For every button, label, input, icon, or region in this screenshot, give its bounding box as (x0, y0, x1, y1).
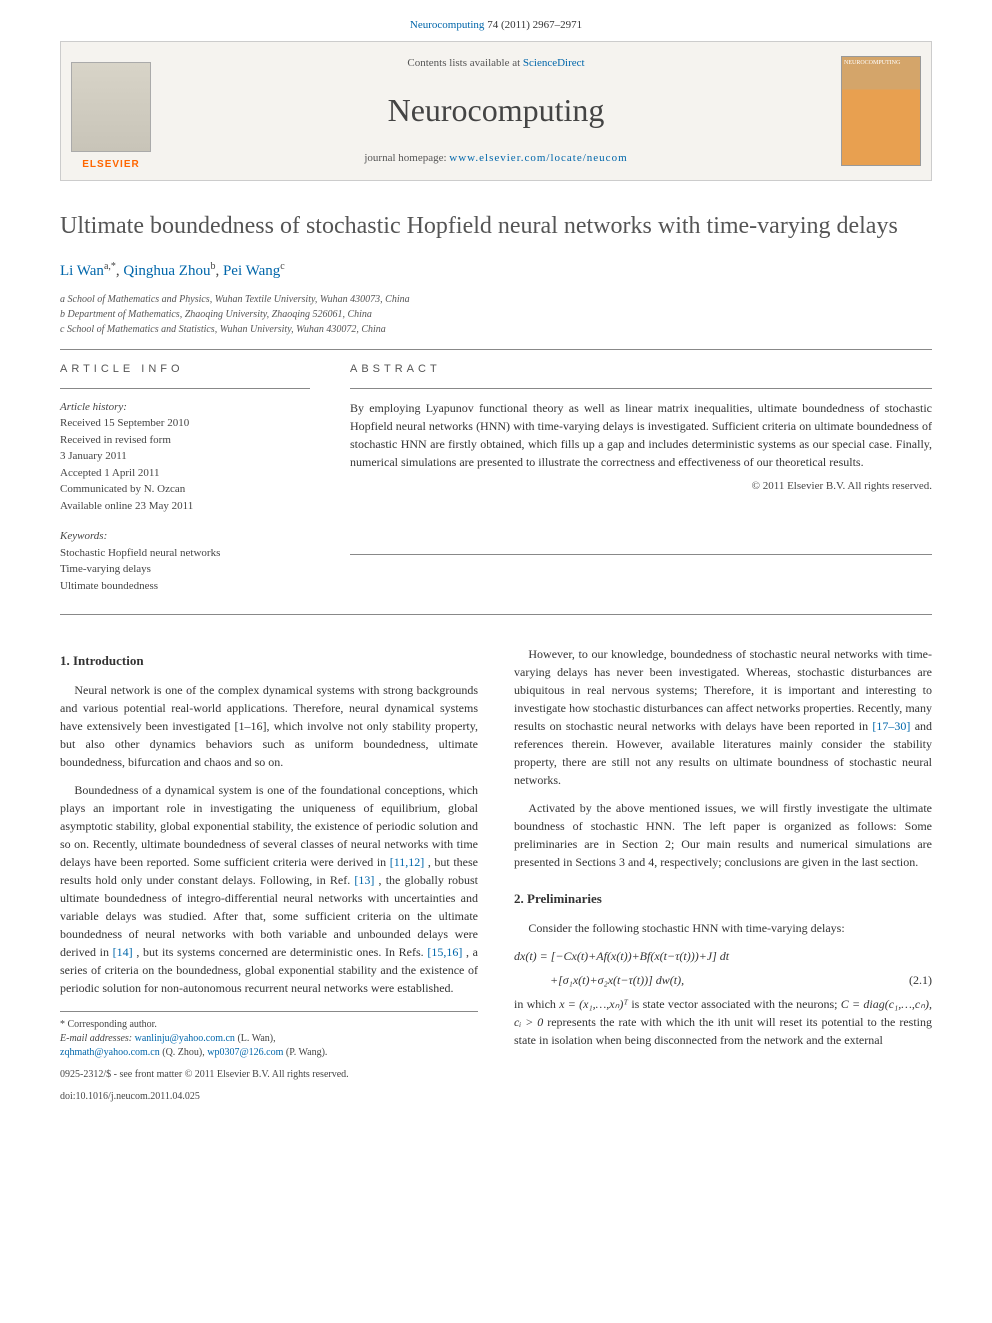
divider (60, 349, 932, 350)
history-label: Article history: (60, 399, 310, 416)
doi-line: doi:10.1016/j.neucom.2011.04.025 (60, 1090, 478, 1104)
email-link[interactable]: wp0307@126.com (207, 1047, 283, 1058)
divider (60, 614, 932, 615)
contents-line: Contents lists available at ScienceDirec… (171, 56, 821, 71)
footnote-block: * Corresponding author. E-mail addresses… (60, 1011, 478, 1104)
equation: dx(t) = [−Cx(t)+Af(x(t))+Bf(x(t−τ(t)))+J… (514, 947, 932, 965)
abstract-head: ABSTRACT (350, 362, 932, 377)
article-info-head: ARTICLE INFO (60, 362, 310, 377)
affiliation: c School of Mathematics and Statistics, … (60, 322, 932, 337)
history-line: Communicated by N. Ozcan (60, 481, 310, 498)
equation-number: (2.1) (909, 971, 932, 989)
citation-link[interactable]: [13] (354, 873, 374, 887)
emails-line-2: zqhmath@yahoo.com.cn (Q. Zhou), wp0307@1… (60, 1046, 478, 1060)
equation: +[σ₁x(t)+σ₂x(t−τ(t))] dw(t), (2.1) (514, 971, 932, 989)
author-mark: c (280, 261, 284, 272)
contents-prefix: Contents lists available at (407, 57, 522, 69)
banner-center: Contents lists available at ScienceDirec… (161, 42, 831, 180)
equation-line: +[σ₁x(t)+σ₂x(t−τ(t))] dw(t), (550, 971, 684, 989)
emails-label: E-mail addresses: (60, 1033, 135, 1044)
divider (350, 554, 932, 555)
paragraph: Neural network is one of the complex dyn… (60, 681, 478, 771)
running-head: Neurocomputing 74 (2011) 2967–2971 (0, 0, 992, 41)
keyword: Ultimate boundedness (60, 578, 310, 595)
text-run: Neural network is one of the complex dyn… (60, 683, 478, 769)
affiliations: a School of Mathematics and Physics, Wuh… (60, 292, 932, 337)
paragraph: Activated by the above mentioned issues,… (514, 799, 932, 871)
publisher-cell: ELSEVIER (61, 42, 161, 180)
journal-homepage-link[interactable]: www.elsevier.com/locate/neucom (449, 152, 627, 164)
section-heading: 2. Preliminaries (514, 889, 932, 909)
article-title: Ultimate boundedness of stochastic Hopfi… (60, 211, 932, 242)
cover-cell: NEUROCOMPUTING (831, 42, 931, 180)
corresponding-note: * Corresponding author. (60, 1018, 478, 1032)
body-columns: 1. Introduction Neural network is one of… (60, 645, 932, 1104)
emails-line: E-mail addresses: wanlinju@yahoo.com.cn … (60, 1032, 478, 1046)
citation-link[interactable]: [17–30] (872, 719, 910, 733)
elsevier-tree-icon (71, 62, 151, 152)
abstract-col: ABSTRACT By employing Lyapunov functiona… (350, 362, 932, 594)
equation-line: dx(t) = [−Cx(t)+Af(x(t))+Bf(x(t−τ(t)))+J… (514, 947, 729, 965)
journal-name: Neurocomputing (171, 88, 821, 133)
keyword: Stochastic Hopfield neural networks (60, 545, 310, 562)
author-link[interactable]: Qinghua Zhou (123, 263, 210, 279)
text-run: , but its systems concerned are determin… (136, 945, 427, 959)
abstract-text: By employing Lyapunov functional theory … (350, 399, 932, 471)
elsevier-wordmark: ELSEVIER (82, 158, 139, 172)
journal-cover-icon: NEUROCOMPUTING (841, 56, 921, 166)
history-line: Received 15 September 2010 (60, 415, 310, 432)
paragraph: in which x = (x₁,…,xₙ)ᵀ is state vector … (514, 995, 932, 1049)
text-run: is state vector associated with the neur… (631, 997, 840, 1011)
divider (60, 388, 310, 389)
author-link[interactable]: Pei Wang (223, 263, 280, 279)
sciencedirect-link[interactable]: ScienceDirect (523, 57, 585, 69)
citation-link[interactable]: [15,16] (427, 945, 462, 959)
info-row: ARTICLE INFO Article history: Received 1… (60, 362, 932, 594)
history-line: Accepted 1 April 2011 (60, 465, 310, 482)
text-run: in which (514, 997, 559, 1011)
paragraph: However, to our knowledge, boundedness o… (514, 645, 932, 789)
author-mark: a,* (104, 261, 116, 272)
front-matter-line: 0925-2312/$ - see front matter © 2011 El… (60, 1068, 478, 1082)
keywords-block: Keywords: Stochastic Hopfield neural net… (60, 528, 310, 594)
homepage-line: journal homepage: www.elsevier.com/locat… (171, 151, 821, 166)
text-run: (P. Wang). (283, 1047, 327, 1058)
running-head-link[interactable]: Neurocomputing (410, 19, 485, 31)
keyword: Time-varying delays (60, 561, 310, 578)
email-link[interactable]: zqhmath@yahoo.com.cn (60, 1047, 160, 1058)
divider (350, 388, 932, 389)
journal-banner: ELSEVIER Contents lists available at Sci… (60, 41, 932, 181)
history-line: Available online 23 May 2011 (60, 498, 310, 515)
keywords-label: Keywords: (60, 528, 310, 545)
paragraph: Boundedness of a dynamical system is one… (60, 781, 478, 997)
author-list: Li Wana,*, Qinghua Zhoub, Pei Wangc (60, 260, 932, 282)
history-line: Received in revised form (60, 432, 310, 449)
email-link[interactable]: wanlinju@yahoo.com.cn (135, 1033, 235, 1044)
text-run: (Q. Zhou), (160, 1047, 208, 1058)
author-sep: , (215, 263, 223, 279)
text-run: However, to our knowledge, boundedness o… (514, 647, 932, 733)
affiliation: b Department of Mathematics, Zhaoqing Un… (60, 307, 932, 322)
history-line: 3 January 2011 (60, 448, 310, 465)
running-head-tail: 74 (2011) 2967–2971 (487, 19, 582, 31)
text-run: (L. Wan), (235, 1033, 276, 1044)
paragraph: Consider the following stochastic HNN wi… (514, 919, 932, 937)
homepage-prefix: journal homepage: (364, 152, 449, 164)
author-link[interactable]: Li Wan (60, 263, 104, 279)
affiliation: a School of Mathematics and Physics, Wuh… (60, 292, 932, 307)
article-history: Article history: Received 15 September 2… (60, 399, 310, 515)
abstract-copyright: © 2011 Elsevier B.V. All rights reserved… (350, 479, 932, 494)
text-run: represents the rate with which the ith u… (514, 1015, 932, 1047)
article-info-col: ARTICLE INFO Article history: Received 1… (60, 362, 310, 594)
citation-link[interactable]: [11,12] (390, 855, 425, 869)
section-heading: 1. Introduction (60, 651, 478, 671)
inline-math: x = (x₁,…,xₙ)ᵀ (559, 997, 628, 1011)
citation-link[interactable]: [14] (113, 945, 133, 959)
